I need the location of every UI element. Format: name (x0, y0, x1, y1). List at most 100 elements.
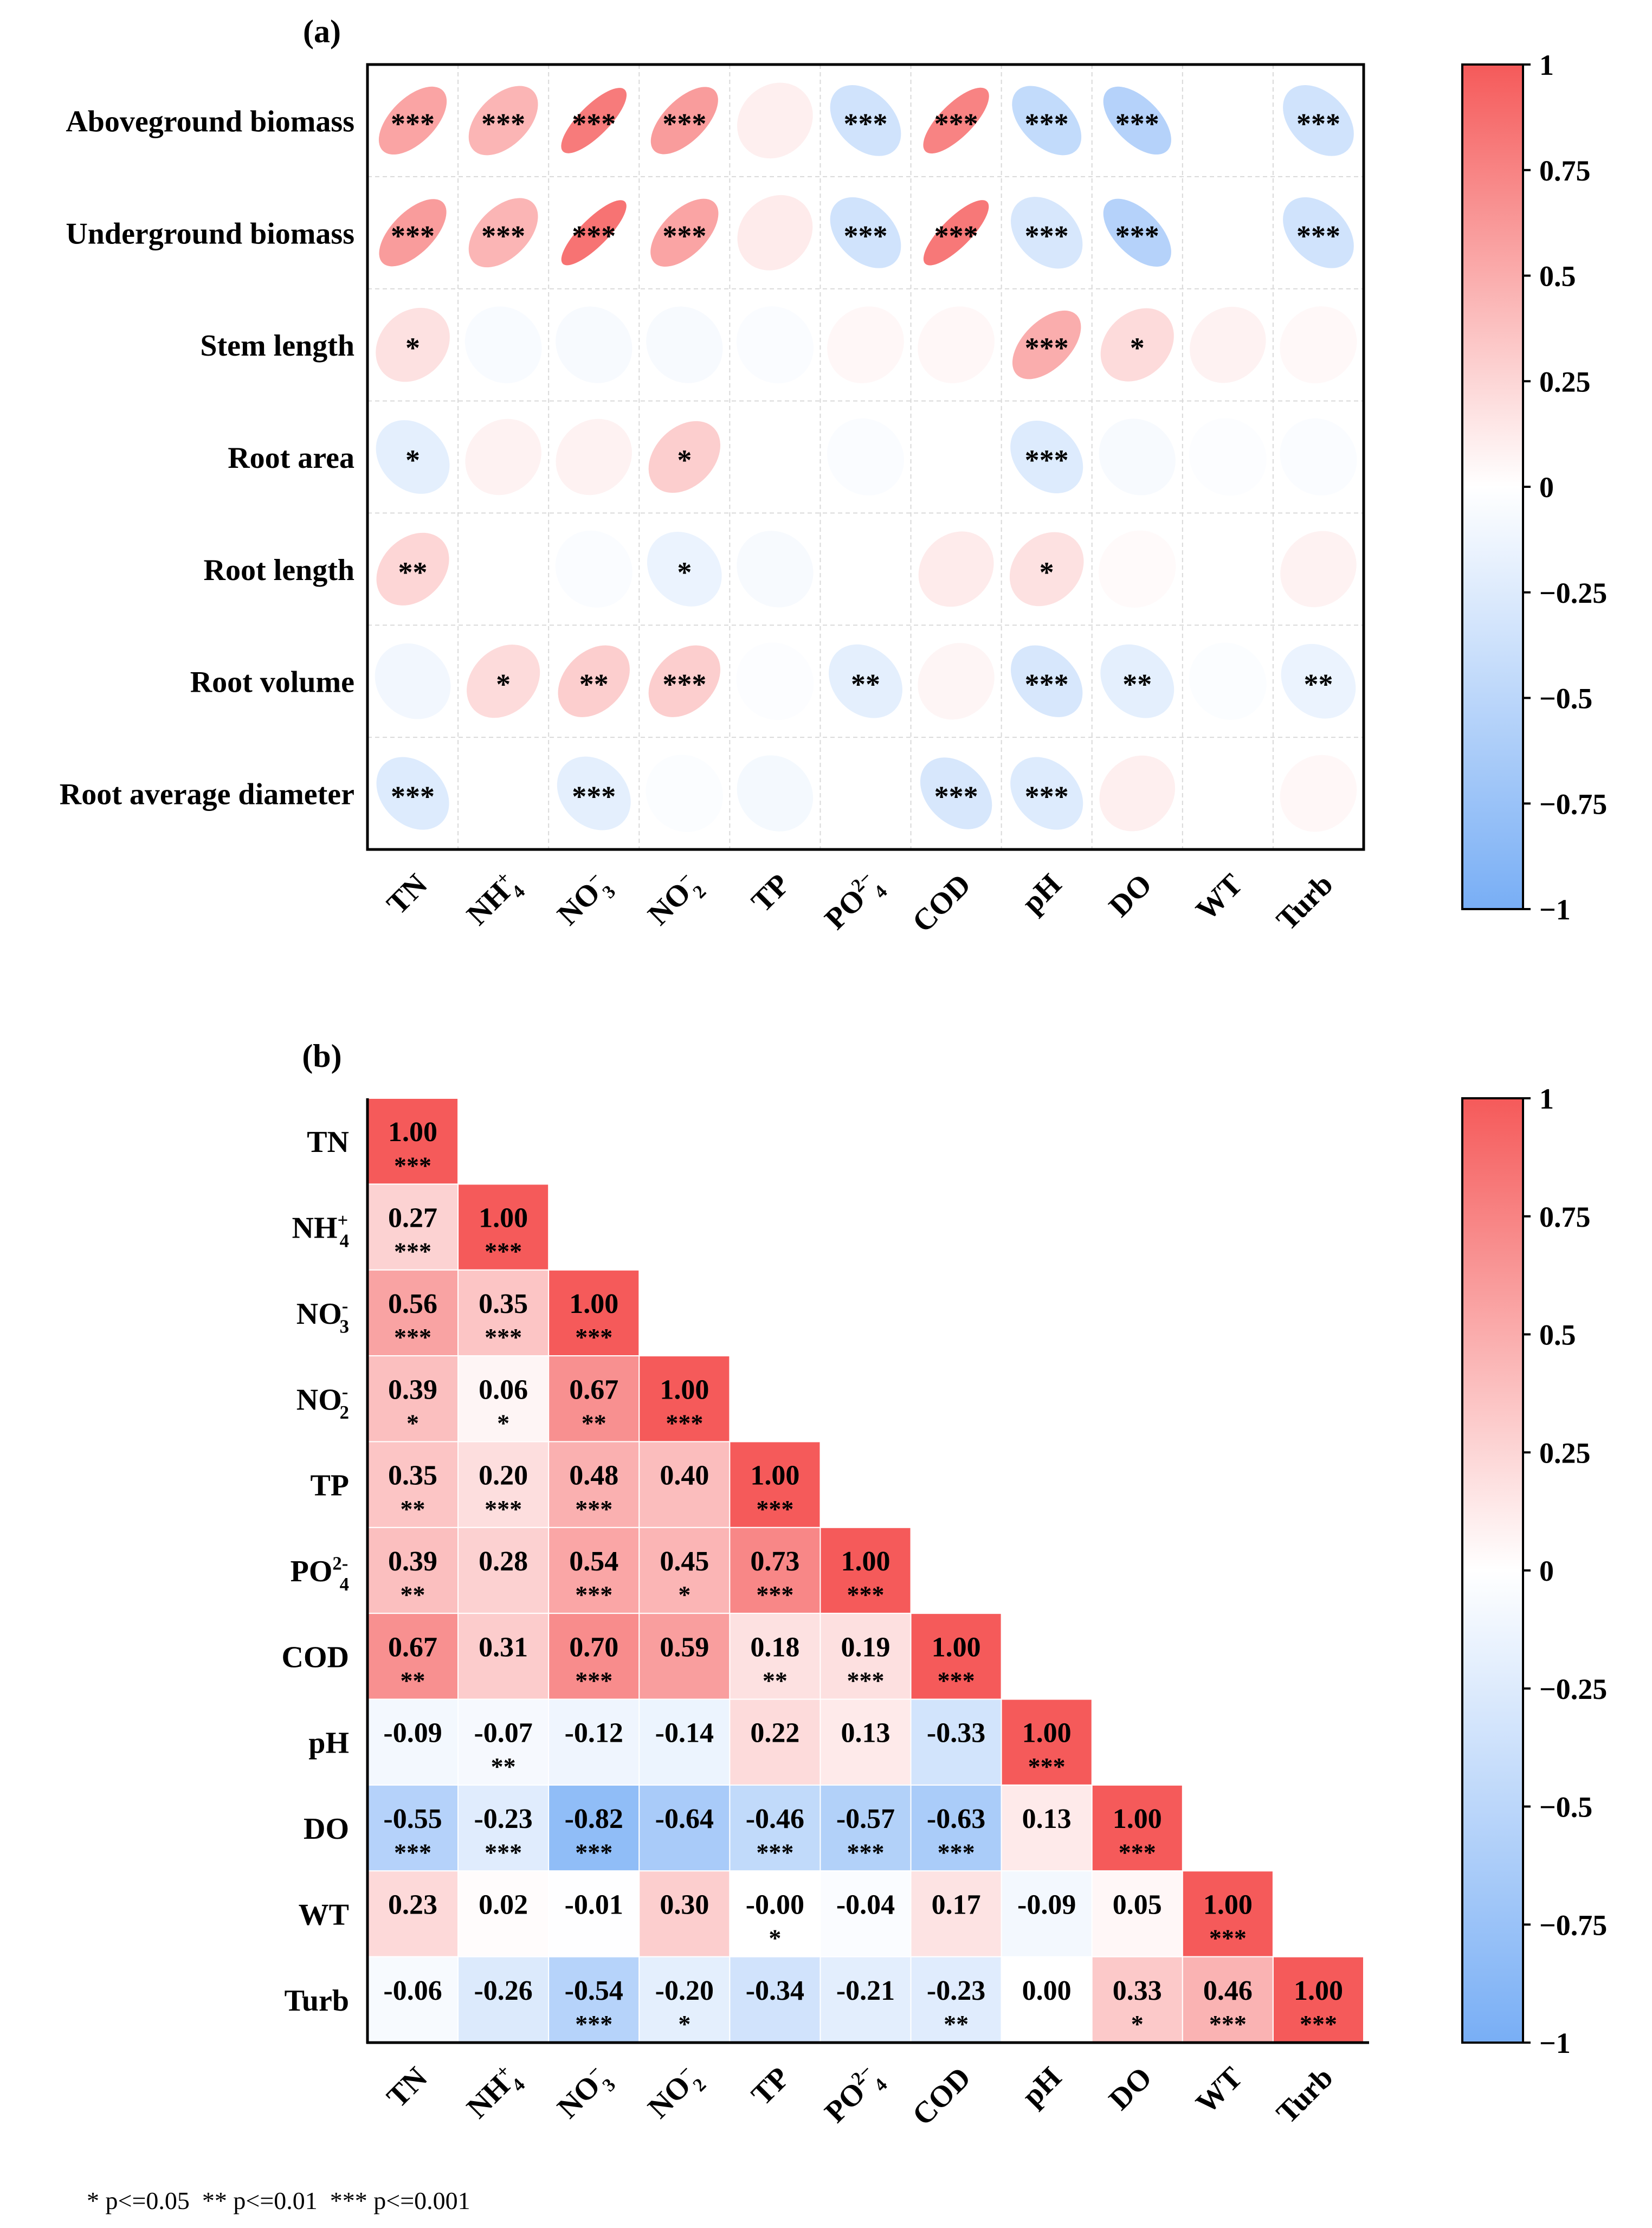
significance-mark: *** (938, 1838, 975, 1866)
correlation-ellipse (650, 198, 719, 267)
correlation-ellipse (556, 418, 632, 495)
colorbar-tick-label: 0.75 (1539, 1201, 1591, 1233)
correlation-ellipse (1011, 197, 1083, 269)
column-label: NO−3 (550, 866, 620, 936)
significance-mark: *** (485, 1238, 522, 1265)
correlation-value: 0.27 (388, 1203, 437, 1234)
correlation-ellipse (1010, 757, 1083, 830)
correlation-value: -0.00 (746, 1889, 804, 1920)
colorbar-tick-label: 0.5 (1539, 260, 1576, 293)
panel-b-cells: 1.00***0.27***1.00***0.56***0.35***1.00*… (367, 1098, 1365, 2044)
correlation-value: 0.54 (569, 1546, 618, 1577)
significance-mark: *** (1209, 1924, 1247, 1952)
correlation-ellipse (1189, 194, 1267, 272)
column-label: NO−3 (550, 2059, 620, 2129)
matrix-cell (457, 1269, 550, 1357)
panel-b-row-labels: TN NH+ 4 NO-3 NO-2 TP PO2-4 COD pH DO WT Turb (282, 1125, 349, 2018)
correlation-value: 0.70 (569, 1632, 618, 1663)
significance-mark: ** (401, 1581, 425, 1608)
significance-mark: * (677, 556, 692, 589)
correlation-ellipse (918, 306, 995, 383)
correlation-value: 1.00 (1022, 1718, 1072, 1749)
correlation-ellipse (1189, 418, 1267, 496)
correlation-ellipse (918, 643, 995, 720)
correlation-ellipse (376, 532, 449, 606)
matrix-cell (1182, 1956, 1274, 2044)
significance-mark: ** (491, 1753, 516, 1780)
significance-mark: *** (394, 1323, 431, 1351)
correlation-value: -0.09 (383, 1718, 442, 1749)
significance-mark: *** (1025, 444, 1069, 476)
significance-mark: *** (1025, 220, 1069, 252)
correlation-ellipse (736, 418, 814, 496)
correlation-ellipse (1012, 310, 1081, 379)
correlation-value: 0.18 (750, 1632, 799, 1663)
correlation-ellipse (1099, 530, 1176, 608)
significance-mark: *** (485, 1495, 522, 1523)
correlation-value: 1.00 (750, 1460, 799, 1491)
colorbar-tick-label: 0.25 (1539, 1437, 1591, 1469)
significance-mark: *** (575, 1581, 612, 1608)
correlation-value: 0.13 (1022, 1804, 1072, 1834)
correlation-ellipse (827, 530, 905, 608)
significance-mark: ** (851, 668, 880, 701)
correlation-value: 0.56 (388, 1289, 437, 1319)
significance-mark: *** (1296, 107, 1340, 140)
significance-mark: ** (401, 1667, 425, 1695)
column-label: TN (380, 867, 434, 921)
correlation-ellipse (1283, 197, 1354, 268)
colorbar-tick-label: 0.25 (1539, 365, 1591, 398)
matrix-cell (819, 1613, 912, 1700)
correlation-ellipse (557, 756, 631, 830)
correlation-value: 0.45 (660, 1546, 709, 1577)
significance-mark: * (406, 1409, 419, 1437)
significance-mark: *** (485, 1323, 522, 1351)
correlation-value: 0.05 (1113, 1889, 1162, 1920)
colorbar-tick-label: −0.25 (1539, 1673, 1607, 1705)
matrix-cell (367, 1098, 459, 1185)
correlation-value: 0.40 (660, 1460, 709, 1491)
correlation-value: 1.00 (479, 1203, 528, 1234)
correlation-value: 0.22 (750, 1718, 799, 1749)
correlation-value: 0.31 (479, 1632, 528, 1663)
correlation-ellipse (376, 420, 450, 494)
significance-mark: *** (934, 220, 978, 252)
correlation-ellipse (920, 757, 992, 829)
correlation-value: -0.12 (565, 1718, 623, 1749)
matrix-cell (729, 1441, 821, 1528)
row-label: NH+ 4 (292, 1209, 349, 1251)
significance-mark: * (1040, 556, 1054, 589)
matrix-cell (910, 1784, 1002, 1872)
matrix-cell (638, 1441, 731, 1528)
correlation-ellipse (1190, 306, 1266, 383)
correlation-ellipse (1100, 644, 1175, 718)
significance-mark: *** (1028, 1753, 1066, 1780)
correlation-ellipse (829, 644, 902, 718)
significance-mark: * (496, 668, 511, 701)
matrix-cell (638, 1355, 731, 1443)
correlation-ellipse (468, 198, 538, 268)
correlation-ellipse (378, 86, 447, 155)
correlation-value: 1.00 (841, 1546, 890, 1577)
matrix-cell (729, 1698, 821, 1786)
significance-mark: *** (938, 1667, 975, 1695)
correlation-value: 0.23 (388, 1889, 437, 1920)
correlation-ellipse (830, 85, 901, 156)
significance-mark: *** (662, 107, 706, 140)
correlation-ellipse (1010, 420, 1083, 494)
correlation-ellipse (648, 645, 720, 717)
row-label: pH (308, 1727, 349, 1760)
significance-mark: *** (662, 668, 706, 701)
column-label: WT (1190, 867, 1249, 927)
column-label: COD (906, 867, 977, 939)
significance-mark: * (677, 444, 692, 476)
correlation-ellipse (467, 645, 540, 718)
correlation-value: -0.04 (836, 1889, 895, 1920)
colorbar-tick-label: −1 (1539, 893, 1571, 926)
matrix-cell (548, 1441, 640, 1528)
significance-mark: *** (394, 1151, 431, 1179)
column-label: pH (1016, 867, 1068, 920)
matrix-cell (1001, 1698, 1093, 1786)
significance-mark: * (1131, 2010, 1144, 2038)
panel-a-row-labels: Aboveground biomass Underground biomass St… (60, 105, 354, 811)
